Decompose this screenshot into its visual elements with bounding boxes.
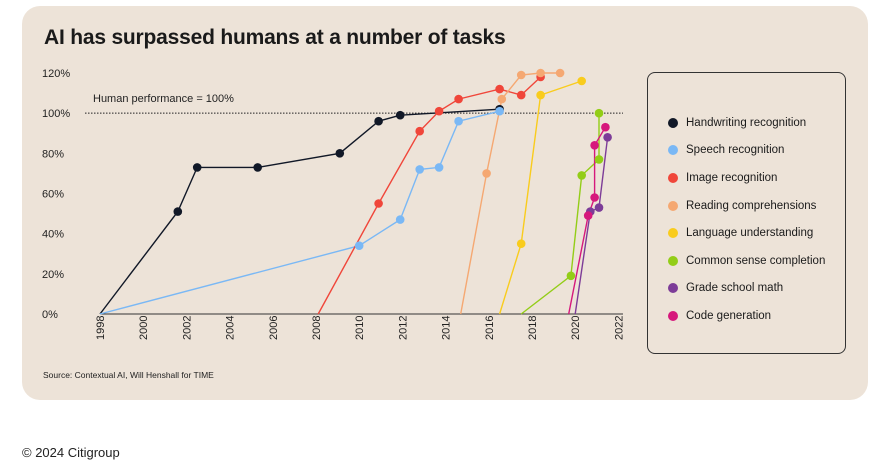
y-tick-label: 0% [42,309,58,321]
data-point [374,199,383,208]
data-point [415,126,425,136]
x-tick-label: 2006 [268,316,280,340]
data-point [395,110,405,120]
series-line [317,76,542,315]
x-tick-label: 2018 [527,316,539,340]
y-tick-label: 120% [42,68,70,80]
legend-label: Grade school math [686,282,784,295]
legend-item: Code generation [668,302,845,330]
data-point [415,165,425,174]
x-tick-label: 2020 [570,316,582,340]
legend-item: Speech recognition [668,137,845,165]
x-tick-label: 2022 [613,316,625,340]
data-point [566,271,576,281]
data-point [603,133,612,142]
data-point [536,90,545,100]
series-line [99,110,500,315]
data-point [536,68,545,78]
data-point [590,141,599,150]
legend-swatch [668,283,678,294]
legend-label: Handwriting recognition [686,116,807,129]
data-point [434,163,444,172]
x-tick-label: 1998 [95,316,107,340]
y-tick-label: 60% [42,189,64,201]
data-point [516,70,526,80]
data-point [516,90,526,100]
y-tick-label: 80% [42,148,64,160]
legend-swatch [668,145,678,156]
legend-swatch [668,172,678,183]
x-tick-label: 2012 [397,316,409,340]
legend-item: Common sense completion [668,247,845,275]
legend-swatch [668,255,678,266]
chart-title: AI has surpassed humans at a number of t… [44,26,506,49]
data-point [516,239,526,248]
x-tick-label: 2010 [354,316,366,340]
data-point [395,215,405,224]
y-tick-label: 40% [42,229,64,241]
y-tick-label: 100% [42,108,70,120]
x-tick-label: 2016 [484,316,496,340]
series-line [574,137,609,315]
data-point [577,76,586,86]
legend-label: Image recognition [686,171,778,184]
human-performance-label: Human performance = 100% [93,93,234,105]
data-point [482,169,491,178]
data-point [594,108,604,118]
legend-item: Grade school math [668,275,845,303]
data-point [434,106,444,116]
x-tick-label: 2014 [441,316,453,340]
y-tick-label: 20% [42,269,64,281]
legend-swatch [668,228,678,239]
series-line [99,108,500,315]
legend-label: Reading comprehensions [686,199,817,212]
legend-label: Language understanding [686,227,814,240]
data-point [374,116,383,126]
legend-label: Speech recognition [686,144,785,157]
legend-item: Handwriting recognition [668,109,845,137]
legend-item: Image recognition [668,164,845,192]
legend-item: Language understanding [668,219,845,247]
data-point [497,94,507,104]
legend-swatch [668,117,678,128]
x-tick-label: 2002 [181,316,193,340]
x-tick-label: 2004 [225,316,237,340]
legend-swatch [668,310,678,321]
chart-legend: Handwriting recognition Speech recognitio… [647,72,846,354]
x-tick-label: 2000 [138,316,150,340]
data-point [594,155,604,164]
data-point [594,203,604,212]
data-point [590,193,599,202]
data-point [335,149,345,158]
data-point [192,163,202,172]
copyright-text: © 2024 Citigroup [22,445,120,460]
data-point [601,122,610,132]
legend-label: Common sense completion [686,254,826,267]
data-point [354,241,364,250]
data-point [253,163,262,172]
data-point [454,94,463,104]
data-point [454,116,463,126]
data-point [555,68,565,78]
series-line [498,80,582,315]
data-point [583,211,593,220]
chart-card: AI has surpassed humans at a number of t… [22,6,868,400]
x-tick-label: 2008 [311,316,323,340]
data-point [577,171,586,180]
legend-label: Code generation [686,309,772,322]
source-note: Source: Contextual AI, Will Henshall for… [43,370,214,380]
legend-swatch [668,200,678,211]
legend-item: Reading comprehensions [668,192,845,220]
chart-plot: 0% 20% 40% 60% 80% 100% 120% 1998 2000 2002 2004 20… [42,68,625,340]
data-point [173,207,183,216]
data-point [495,106,504,116]
data-point [495,84,504,94]
